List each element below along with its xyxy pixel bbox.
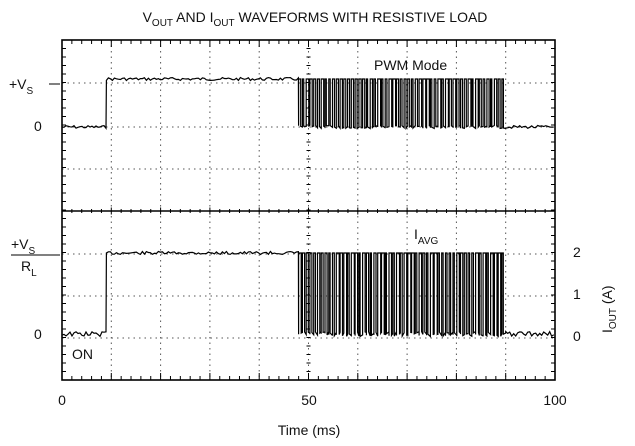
- pwm-mode-annotation: PWM Mode: [374, 57, 447, 73]
- x-tick-label-100: 100: [543, 392, 567, 408]
- right-axis-label-unit: (A): [599, 285, 615, 308]
- title-suffix: WAVEFORMS WITH RESISTIVE LOAD: [235, 9, 488, 25]
- upper-high-label-sub: S: [27, 86, 34, 97]
- title-i-subscript: OUT: [214, 18, 235, 29]
- right-axis-label-main: I: [599, 329, 615, 333]
- iavg-main: I: [414, 226, 418, 242]
- x-axis-label: Time (ms): [278, 422, 340, 438]
- right-tick-2: 2: [573, 244, 581, 260]
- lower-high-num-sub: S: [29, 246, 36, 257]
- lower-high-denominator: RL: [21, 258, 37, 279]
- iavg-sub: AVG: [418, 236, 439, 247]
- on-label: ON: [72, 346, 93, 362]
- upper-high-label-main: +V: [9, 76, 27, 92]
- x-tick-label-50: 50: [301, 392, 317, 408]
- title-v-subscript: OUT: [152, 18, 173, 29]
- lower-zero-label: 0: [34, 326, 42, 342]
- iout-trace: [61, 250, 555, 339]
- title-v: V: [143, 9, 153, 25]
- lower-high-den-main: R: [21, 258, 31, 274]
- lower-high-num-main: +V: [11, 236, 29, 252]
- right-tick-0: 0: [573, 328, 581, 344]
- vout-trace: [61, 76, 554, 131]
- right-axis-label-sub: OUT: [608, 308, 619, 329]
- lower-high-numerator: +VS: [11, 236, 36, 257]
- lower-high-den-sub: L: [31, 268, 37, 279]
- title-and-i: AND I: [173, 9, 213, 25]
- right-axis-label: IOUT (A): [599, 285, 619, 333]
- upper-zero-label: 0: [34, 118, 42, 134]
- right-tick-1: 1: [573, 286, 581, 302]
- x-tick-label-0: 0: [58, 392, 66, 408]
- chart-title: VOUT AND IOUT WAVEFORMS WITH RESISTIVE L…: [143, 9, 488, 29]
- upper-high-label: +VS: [9, 76, 34, 97]
- iavg-annotation: IAVG: [414, 226, 438, 247]
